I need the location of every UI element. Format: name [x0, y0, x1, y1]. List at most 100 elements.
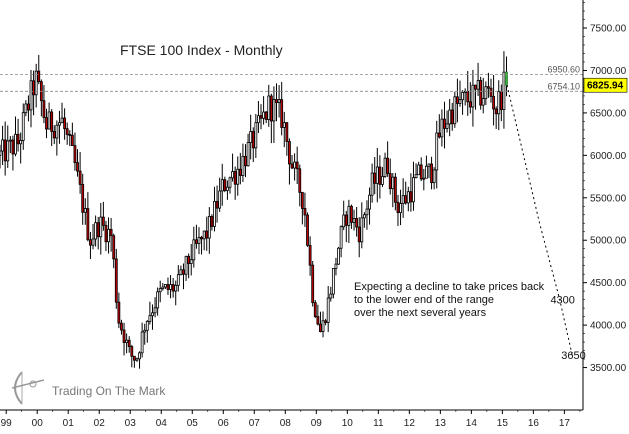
candle-body [197, 236, 201, 244]
candle-body [254, 122, 258, 149]
candle [42, 85, 46, 124]
candle-body [339, 226, 343, 249]
candle-body [396, 201, 400, 214]
candle [412, 161, 415, 211]
candle-body [11, 139, 15, 155]
candle [83, 198, 87, 225]
watermark: Trading On The Mark [11, 371, 166, 405]
candle [311, 261, 315, 307]
x-tick-label: 12 [404, 418, 416, 429]
candle-body [321, 320, 325, 333]
y-tick-label: 4500.00 [590, 278, 627, 289]
candle-body [285, 122, 289, 142]
candle-body [107, 228, 110, 243]
candle [388, 158, 392, 195]
candle-body [192, 239, 196, 261]
candle-body [244, 155, 247, 167]
candle-body [65, 128, 69, 135]
candle-body [37, 70, 41, 82]
candle-body [505, 71, 508, 86]
candle [419, 157, 423, 182]
candle-body [213, 201, 216, 227]
candle [399, 189, 402, 226]
candle-body [78, 170, 82, 185]
candle-body [306, 214, 309, 246]
candle [370, 163, 374, 203]
candle [499, 84, 503, 122]
y-tick-label: 4000.00 [590, 321, 627, 332]
x-tick-label: 04 [156, 418, 168, 429]
candle-body [140, 331, 144, 354]
candle [215, 185, 219, 223]
candle [24, 100, 28, 117]
candle-body [52, 131, 56, 139]
candle-body [223, 179, 227, 191]
candle [422, 168, 426, 191]
candle-body [280, 99, 284, 128]
candle [21, 103, 25, 150]
candle [50, 109, 54, 147]
candle [101, 201, 105, 231]
candle [489, 78, 493, 103]
candle [52, 125, 56, 145]
projection-line [506, 85, 573, 355]
candle-body [3, 139, 7, 162]
candle-body [24, 103, 28, 114]
candle-body [169, 284, 172, 290]
x-tick-label: 01 [63, 418, 75, 429]
candle [368, 187, 371, 225]
candle-body [158, 288, 162, 293]
candle [63, 108, 67, 140]
candle-body [130, 346, 134, 357]
candle [430, 156, 433, 190]
candle-body [182, 269, 185, 275]
candle-body [135, 358, 139, 361]
candle [231, 153, 234, 182]
reference-levels: 6950.60 6754.10 [0, 65, 583, 92]
candle-body [404, 195, 408, 204]
candle [6, 125, 10, 168]
candle-body [386, 157, 390, 174]
y-tick-label: 3500.00 [590, 363, 627, 374]
candle-body [161, 286, 165, 289]
candle-body [399, 203, 402, 214]
candle-body [83, 208, 87, 213]
candle [192, 226, 196, 268]
candle [161, 282, 165, 291]
candle-body [378, 166, 382, 185]
candle [132, 355, 136, 368]
candle [288, 138, 291, 185]
candle [259, 104, 263, 130]
candle-body [29, 80, 33, 111]
candle-body [210, 216, 214, 227]
annotation-line: Expecting a decline to take prices back [354, 281, 545, 293]
candle-body [42, 100, 46, 118]
candle-body [365, 208, 369, 216]
candle [86, 192, 90, 242]
candle-body [414, 174, 418, 179]
candle [78, 152, 82, 194]
candle-body [249, 131, 253, 143]
candle [99, 202, 103, 255]
candle [182, 263, 185, 290]
candle-body [357, 226, 361, 243]
candle-body [32, 80, 35, 96]
candle-body [241, 155, 245, 176]
candle [365, 200, 369, 230]
candle-body [352, 218, 356, 223]
candle [262, 96, 265, 125]
candle [156, 287, 160, 316]
candle [401, 178, 405, 218]
candle [404, 181, 408, 205]
candle-body [474, 84, 477, 90]
candle [329, 286, 333, 302]
candle-body [50, 111, 54, 132]
candle [383, 152, 387, 178]
candle [233, 166, 237, 200]
candle [135, 357, 139, 362]
candle [453, 91, 457, 128]
candle-body [375, 166, 379, 184]
candle [148, 301, 152, 325]
current-price-badge: 6825.94 [583, 77, 628, 93]
candle [409, 173, 413, 212]
